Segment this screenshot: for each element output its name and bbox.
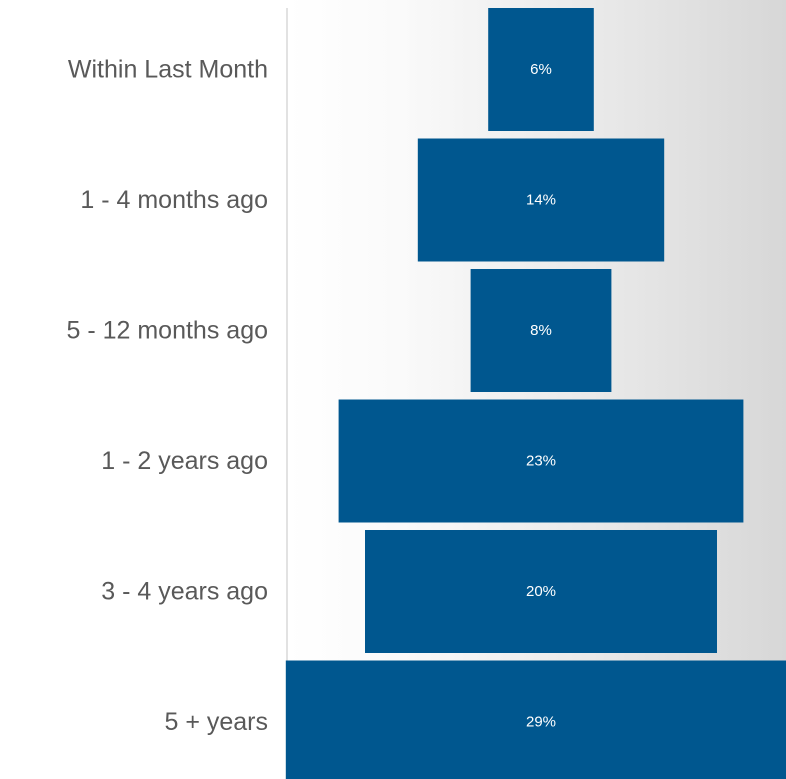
value-labels: 6% 14% 8% 23% 20% 29% xyxy=(526,61,556,731)
category-label: 5 + years xyxy=(164,708,268,736)
category-label: Within Last Month xyxy=(68,56,268,84)
category-label: 5 - 12 months ago xyxy=(66,317,268,345)
value-label: 29% xyxy=(526,714,556,731)
value-label: 6% xyxy=(530,61,552,78)
bar-1 xyxy=(488,8,594,131)
value-label: 20% xyxy=(526,583,556,600)
bar-5 xyxy=(365,530,717,653)
bar-2 xyxy=(417,138,665,262)
bar-3 xyxy=(470,269,612,392)
bar-4 xyxy=(338,399,744,523)
category-label: 1 - 2 years ago xyxy=(101,447,268,475)
bars xyxy=(285,8,786,779)
category-labels: Within Last Month 1 - 4 months ago 5 - 12 … xyxy=(66,56,268,737)
value-label: 8% xyxy=(530,322,552,339)
value-label: 14% xyxy=(526,192,556,209)
value-label: 23% xyxy=(526,453,556,470)
category-label: 1 - 4 months ago xyxy=(80,186,268,214)
category-label: 3 - 4 years ago xyxy=(101,578,268,606)
bar-6 xyxy=(285,660,786,779)
